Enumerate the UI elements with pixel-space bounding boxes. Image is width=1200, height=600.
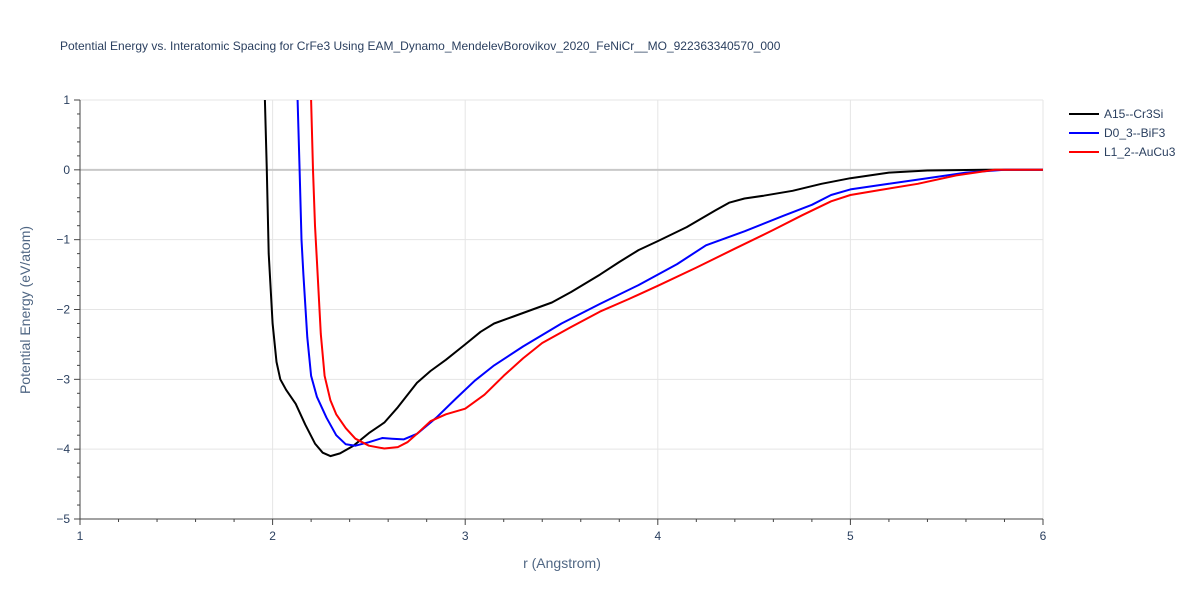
series-line-d0-3-bif3 xyxy=(296,100,1043,447)
y-tick-label: −3 xyxy=(56,372,70,386)
x-tick-label: 1 xyxy=(77,529,84,543)
y-tick-label: −1 xyxy=(56,233,70,247)
x-tick-label: 4 xyxy=(654,529,661,543)
legend-label: L1_2--AuCu3 xyxy=(1104,145,1176,159)
y-tick-label: 1 xyxy=(63,93,70,107)
y-tick-label: 0 xyxy=(63,163,70,177)
chart-title: Potential Energy vs. Interatomic Spacing… xyxy=(60,39,781,53)
y-tick-label: −4 xyxy=(56,442,70,456)
legend-label: A15--Cr3Si xyxy=(1104,107,1163,121)
y-tick-label: −2 xyxy=(56,303,70,317)
legend[interactable]: A15--Cr3Si D0_3--BiF3 L1_2--AuCu3 xyxy=(1069,107,1176,159)
x-tick-label: 3 xyxy=(462,529,469,543)
series-line-l1-2-aucu3 xyxy=(310,100,1043,450)
series-line-a15-cr3si xyxy=(263,100,1043,458)
x-tick-label: 6 xyxy=(1040,529,1047,543)
x-axis-title: r (Angstrom) xyxy=(523,555,601,571)
x-tick-label: 2 xyxy=(269,529,276,543)
legend-label: D0_3--BiF3 xyxy=(1104,126,1166,140)
axes xyxy=(74,99,1044,525)
y-tick-label: −5 xyxy=(56,512,70,526)
legend-item-l1-2-aucu3[interactable]: L1_2--AuCu3 xyxy=(1069,145,1176,159)
legend-item-a15-cr3si[interactable]: A15--Cr3Si xyxy=(1069,107,1163,121)
tick-labels: 1 2 3 4 5 6 1 0 −1 −2 −3 −4 −5 xyxy=(56,93,1046,543)
series-lines xyxy=(263,100,1043,458)
grid-lines xyxy=(80,99,1044,519)
y-axis-title: Potential Energy (eV/atom) xyxy=(17,226,33,394)
legend-item-d0-3-bif3[interactable]: D0_3--BiF3 xyxy=(1069,126,1166,140)
x-tick-label: 5 xyxy=(847,529,854,543)
